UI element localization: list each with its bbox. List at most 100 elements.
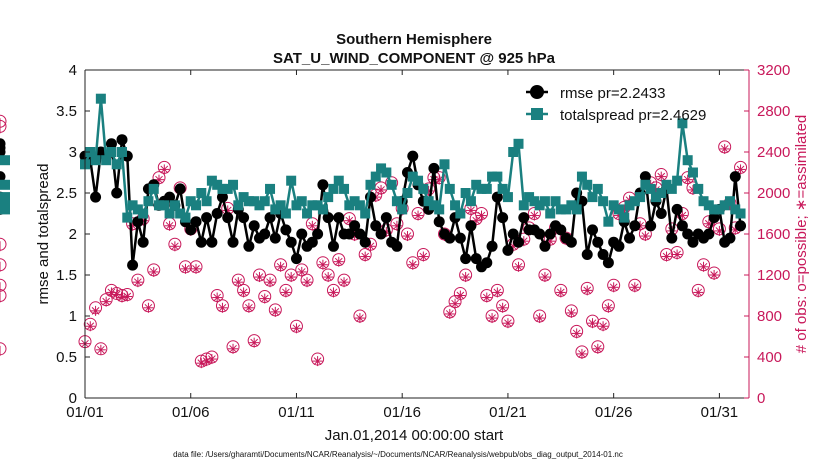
rmse-point	[90, 191, 102, 203]
rmse-point	[269, 232, 281, 244]
rmse-point	[491, 191, 503, 203]
obs-assimilated-point	[576, 348, 587, 359]
obs-assimilated-point	[598, 321, 609, 332]
rmse-point	[460, 253, 472, 265]
rmse-point	[544, 228, 556, 240]
spread-point	[413, 175, 424, 186]
spread-point	[703, 200, 714, 211]
rmse-point	[444, 232, 456, 244]
legend-spread-label: totalspread pr=2.4629	[560, 107, 706, 124]
spread-point	[386, 179, 397, 190]
obs-assimilated-point	[460, 272, 471, 283]
obs-assimilated-point	[323, 272, 334, 283]
obs-assimilated-point	[376, 184, 387, 195]
spread-point	[85, 147, 96, 157]
obs-assimilated-point	[85, 321, 96, 332]
obs-possible-point	[0, 119, 7, 133]
x-tick-label: 01/31	[701, 404, 739, 421]
y-tick-label: 4	[69, 62, 77, 79]
chart-title-line-2: SAT_U_WIND_COMPONENT @ 925 hPa	[273, 50, 556, 67]
spread-point	[249, 196, 260, 207]
rmse-point	[370, 220, 382, 232]
spread-point	[370, 171, 381, 182]
spread-point	[317, 204, 328, 215]
spread-point	[539, 196, 550, 207]
legend-rmse-marker	[530, 85, 544, 99]
rmse-point	[687, 236, 699, 248]
spread-point	[360, 208, 371, 219]
spread-point	[656, 188, 667, 198]
spread-point	[349, 196, 360, 207]
rmse-point	[597, 249, 609, 260]
spread-point	[555, 204, 566, 215]
rmse-point	[222, 212, 234, 224]
obs-possible-point	[0, 114, 7, 128]
rmse-point	[428, 162, 440, 174]
obs-assimilated-point	[132, 277, 143, 288]
y-tick-label: 2.5	[56, 185, 77, 202]
spread-point	[598, 196, 609, 207]
spread-point	[476, 183, 487, 194]
spread-point	[132, 204, 143, 215]
rmse-point	[190, 216, 202, 228]
rmse-point	[333, 212, 345, 224]
spread-point	[148, 183, 159, 194]
rmse-point	[216, 191, 228, 203]
obs-assimilated-point	[534, 313, 545, 324]
legend: rmse pr=2.2433 totalspread pr=2.4629	[526, 85, 706, 124]
spread-point	[423, 196, 434, 207]
rmse-point	[486, 240, 498, 252]
obs-assimilated-point	[354, 313, 365, 324]
spread-point	[465, 196, 476, 207]
obs-assimilated-point	[275, 261, 286, 272]
rmse-point	[227, 236, 239, 248]
obs-assimilated-point	[487, 313, 498, 324]
obs-assimilated-point	[592, 343, 603, 354]
x-tick-label: 01/01	[66, 404, 104, 421]
obs-assimilated-point	[243, 302, 254, 313]
spread-point	[481, 183, 492, 194]
spread-point	[323, 192, 334, 203]
spread-point	[508, 147, 519, 157]
obs-assimilated-point	[566, 307, 577, 318]
spread-point	[714, 204, 725, 215]
spread-point	[243, 196, 254, 207]
rmse-point	[264, 212, 276, 224]
obs-assimilated-point	[291, 323, 302, 334]
obs-assimilated-point	[233, 277, 244, 288]
rmse-point	[391, 240, 403, 252]
y-right-tick-label: 1600	[757, 226, 790, 243]
spread-point	[502, 192, 513, 203]
obs-possible-point	[0, 289, 7, 302]
spread-point	[576, 171, 587, 182]
rmse-point	[629, 220, 641, 232]
spread-point	[571, 204, 582, 215]
rmse-point	[581, 249, 593, 260]
spread-point	[497, 183, 508, 194]
obs-assimilated-point	[286, 272, 297, 283]
spread-point	[154, 200, 165, 211]
rmse-point	[327, 240, 339, 252]
rmse-point	[0, 138, 6, 150]
obs-assimilated-point	[481, 292, 492, 303]
rmse-point	[433, 216, 445, 228]
legend-spread-marker	[531, 108, 543, 120]
spread-point	[629, 196, 640, 207]
rmse-point	[729, 171, 741, 183]
obs-assimilated-point	[672, 249, 683, 260]
spread-point	[138, 208, 149, 219]
spread-point	[333, 175, 344, 186]
spread-point	[196, 188, 207, 198]
spread-point	[613, 204, 624, 215]
spread-point	[428, 200, 439, 211]
rmse-point	[555, 224, 567, 236]
spread-point	[0, 204, 10, 215]
rmse-point	[497, 212, 509, 224]
spread-point	[344, 200, 355, 211]
rmse-point	[306, 236, 318, 248]
legend-rmse-label: rmse pr=2.2433	[560, 85, 665, 102]
rmse-point	[280, 224, 292, 236]
spread-point	[455, 208, 466, 219]
obs-possible-point	[0, 237, 7, 251]
